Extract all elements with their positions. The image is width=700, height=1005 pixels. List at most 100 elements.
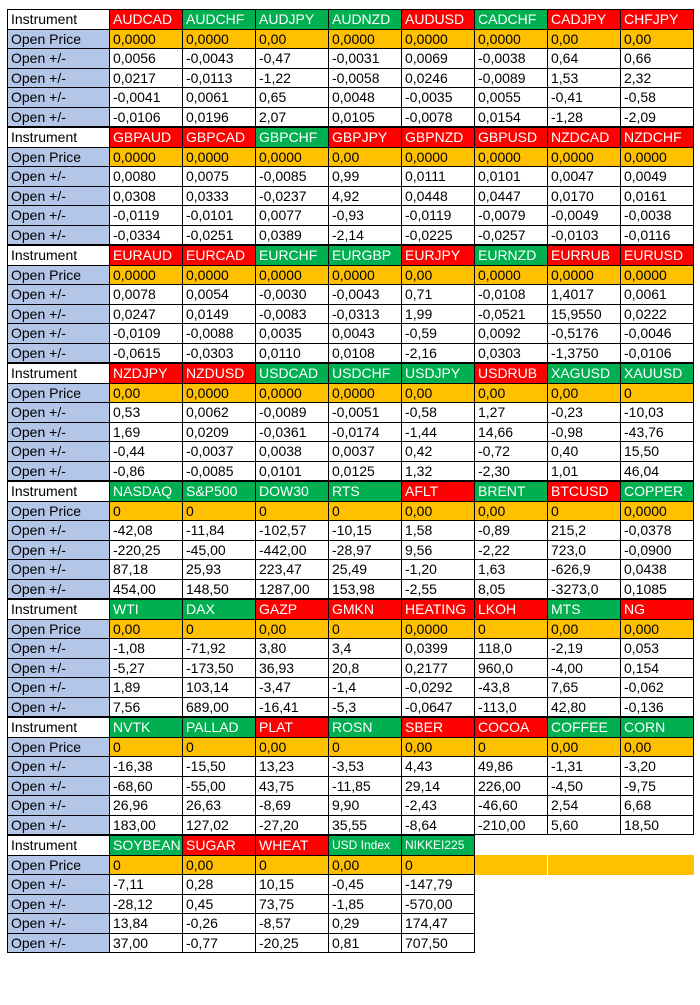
instrument-ticker: AUDJPY xyxy=(255,9,329,30)
open-change-cell: -0,26 xyxy=(182,913,256,934)
open-change-row: Open +/- 26,96 26,63 -8,69 9,90 -2,43 -46,60 2,… xyxy=(7,795,694,816)
open-change-cell: 0,81 xyxy=(328,932,402,953)
open-change-cell: -28,97 xyxy=(328,539,402,560)
open-change-cell: 15,50 xyxy=(620,441,694,462)
open-change-cell: 7,65 xyxy=(547,677,621,698)
open-change-cell: 215,2 xyxy=(547,520,621,541)
instrument-ticker: GBPCAD xyxy=(182,127,256,148)
instrument-ticker: AUDUSD xyxy=(401,9,475,30)
empty-cell xyxy=(474,874,548,894)
open-change-cell: 26,96 xyxy=(109,795,183,816)
open-change-label: Open +/- xyxy=(7,696,110,717)
open-change-cell: -1,4 xyxy=(328,677,402,698)
instrument-ticker: EURCHF xyxy=(255,245,329,266)
open-change-cell: 1,99 xyxy=(401,303,475,324)
open-change-cell: 29,14 xyxy=(401,775,475,796)
open-change-cell: -0,0119 xyxy=(109,205,183,226)
open-change-cell: -2,09 xyxy=(620,106,694,127)
open-change-cell: 1,32 xyxy=(401,460,475,481)
open-change-row: Open +/- 7,56 689,00 -16,41 -5,3 -0,0647 -113,… xyxy=(7,696,694,717)
open-change-cell: -0,0058 xyxy=(328,67,402,88)
open-change-label: Open +/- xyxy=(7,342,110,363)
open-change-row: Open +/- -7,11 0,28 10,15 -0,45 -147,79 xyxy=(7,874,694,895)
instrument-ticker: GMKN xyxy=(328,599,402,620)
open-change-cell: -0,0174 xyxy=(328,421,402,442)
open-change-cell: 9,56 xyxy=(401,539,475,560)
open-change-row: Open +/- 183,00 127,02 -27,20 35,55 -8,64 -210… xyxy=(7,814,694,835)
open-change-cell: -0,0038 xyxy=(620,205,694,226)
open-change-row: Open +/- -68,60 -55,00 43,75 -11,85 29,14 226,… xyxy=(7,775,694,796)
open-price-cell: 0,0000 xyxy=(401,618,475,639)
open-change-cell: -0,0303 xyxy=(182,342,256,363)
instrument-block: Instrument NASDAQ S&P500 DOW30 RTS AFLT BRENT B… xyxy=(7,481,694,599)
open-change-label: Open +/- xyxy=(7,106,110,127)
open-change-cell: 2,54 xyxy=(547,795,621,816)
open-price-cell: 0 xyxy=(109,736,183,757)
instrument-ticker: HEATING xyxy=(401,599,475,620)
open-change-cell: 0,0170 xyxy=(547,185,621,206)
open-change-cell: -0,0043 xyxy=(328,284,402,305)
open-change-cell: -0,0103 xyxy=(547,224,621,245)
open-price-cell: 0,00 xyxy=(401,382,475,403)
instrument-ticker: CADCHF xyxy=(474,9,548,30)
open-change-cell: 15,9550 xyxy=(547,303,621,324)
open-change-cell: 960,0 xyxy=(474,657,548,678)
open-change-cell: -0,0085 xyxy=(182,460,256,481)
open-change-row: Open +/- -5,27 -173,50 36,93 20,8 0,2177 960,0… xyxy=(7,657,694,678)
open-change-cell: -0,77 xyxy=(182,932,256,953)
open-change-cell: -0,0292 xyxy=(401,677,475,698)
open-change-label: Open +/- xyxy=(7,303,110,324)
open-change-cell: 0,0080 xyxy=(109,166,183,187)
open-change-row: Open +/- -0,0109 -0,0088 0,0035 0,0043 -0,59 0… xyxy=(7,323,694,344)
open-change-cell: 1,53 xyxy=(547,67,621,88)
open-change-cell: -3,53 xyxy=(328,756,402,777)
instrument-ticker: DOW30 xyxy=(255,481,329,502)
open-price-cell: 0,00 xyxy=(255,618,329,639)
open-change-cell: 35,55 xyxy=(328,814,402,835)
open-change-cell: -0,0031 xyxy=(328,48,402,69)
open-change-cell: 0,0101 xyxy=(255,460,329,481)
open-price-label: Open Price xyxy=(7,264,110,285)
open-change-cell: -4,00 xyxy=(547,657,621,678)
open-change-cell: -0,45 xyxy=(328,874,402,895)
open-price-row: Open Price 0 0 0,00 0 0,00 0 0,00 0,00 xyxy=(7,736,694,757)
instrument-ticker: NZDUSD xyxy=(182,363,256,384)
open-change-label: Open +/- xyxy=(7,48,110,69)
open-price-cell: 0,0000 xyxy=(328,264,402,285)
open-change-cell: -10,15 xyxy=(328,520,402,541)
empty-cell xyxy=(474,913,548,933)
open-change-cell: -0,0038 xyxy=(474,48,548,69)
open-change-cell: -0,44 xyxy=(109,441,183,462)
open-change-cell: -2,30 xyxy=(474,460,548,481)
open-change-cell: -0,0113 xyxy=(182,67,256,88)
open-change-cell: 0,66 xyxy=(620,48,694,69)
open-change-cell: 10,15 xyxy=(255,874,329,895)
open-change-cell: 127,02 xyxy=(182,814,256,835)
open-change-cell: 226,00 xyxy=(474,775,548,796)
open-change-cell: -10,03 xyxy=(620,402,694,423)
instrument-row-label: Instrument xyxy=(7,717,110,738)
instrument-ticker: DAX xyxy=(182,599,256,620)
open-change-cell: 223,47 xyxy=(255,559,329,580)
open-price-cell: 0,0000 xyxy=(328,382,402,403)
instrument-block: Instrument WTI DAX GAZP GMKN HEATING LKOH MTS NG… xyxy=(7,599,694,717)
open-price-cell: 0,0000 xyxy=(109,146,183,167)
open-change-row: Open +/- 37,00 -0,77 -20,25 0,81 707,50 xyxy=(7,932,694,953)
instrument-ticker: WTI xyxy=(109,599,183,620)
open-price-cell: 0,0000 xyxy=(255,264,329,285)
open-change-cell: -102,57 xyxy=(255,520,329,541)
empty-cell xyxy=(474,855,548,875)
instrument-header-row: Instrument NVTK PALLAD PLAT ROSN SBER COCOA COF… xyxy=(7,717,694,738)
open-change-cell: 183,00 xyxy=(109,814,183,835)
open-change-cell: -0,0313 xyxy=(328,303,402,324)
open-change-cell: 0,0069 xyxy=(401,48,475,69)
instrument-block: Instrument GBPAUD GBPCAD GBPCHF GBPJPY GBPNZD… xyxy=(7,127,694,245)
open-change-cell: -0,0257 xyxy=(474,224,548,245)
instrument-header-row: Instrument GBPAUD GBPCAD GBPCHF GBPJPY GBPNZD… xyxy=(7,127,694,148)
open-change-cell: -9,75 xyxy=(620,775,694,796)
open-price-cell: 0,000 xyxy=(620,618,694,639)
open-change-cell: 0,0149 xyxy=(182,303,256,324)
open-change-cell: -3273,0 xyxy=(547,578,621,599)
open-change-label: Open +/- xyxy=(7,402,110,423)
instrument-header-row: Instrument EURAUD EURCAD EURCHF EURGBP EURJPY… xyxy=(7,245,694,266)
